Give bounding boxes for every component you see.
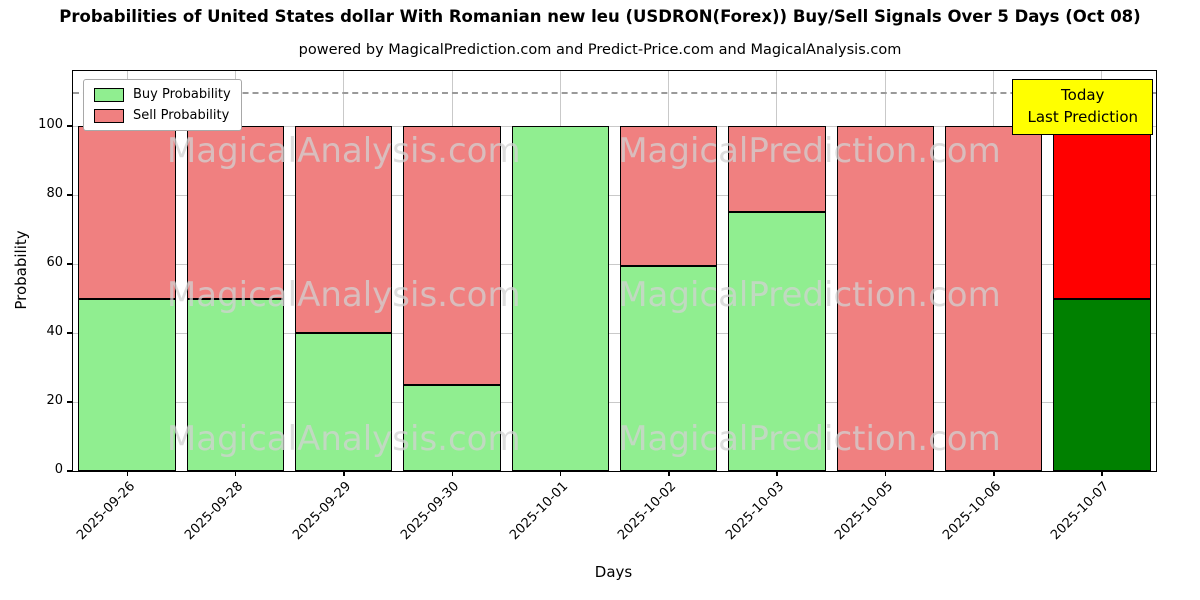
x-tick-text: 2025-10-06 <box>940 479 1005 544</box>
chart-title: Probabilities of United States dollar Wi… <box>59 7 1141 26</box>
sell-bar-segment <box>619 126 718 266</box>
sell-bar-segment <box>403 126 501 385</box>
chart-subtitle: powered by MagicalPrediction.com and Pre… <box>298 42 902 58</box>
y-tick-mark <box>67 401 72 403</box>
sell-bar-segment <box>944 126 1043 471</box>
buy-bar-segment <box>78 298 176 471</box>
buy-bar-segment <box>619 265 718 471</box>
x-tick-mark <box>451 471 454 476</box>
h-gridline <box>73 333 1156 335</box>
sell-bar-segment <box>728 126 826 213</box>
legend-label: Sell Probability <box>133 108 230 123</box>
buy-bar-segment <box>1053 298 1151 471</box>
x-tick-mark <box>884 471 887 476</box>
sell-bar-segment <box>836 126 934 471</box>
x-tick-mark <box>559 471 562 476</box>
today-annotation: Today Last Prediction <box>1012 79 1153 135</box>
x-tick-text: 2025-09-26 <box>73 479 138 544</box>
h-gridline <box>73 195 1156 197</box>
legend: Buy Probability Sell Probability <box>83 79 242 131</box>
y-tick-label: 0 <box>54 462 63 477</box>
x-tick-text: 2025-09-29 <box>290 479 355 544</box>
plot-area: MagicalAnalysis.com MagicalPrediction.com… <box>38 70 1157 543</box>
threshold-dashed-line <box>73 91 1156 94</box>
sell-legend-swatch <box>94 108 124 123</box>
y-tick-label: 40 <box>46 324 63 340</box>
sell-bar-segment <box>186 126 285 299</box>
h-gridline <box>73 126 1156 128</box>
y-tick-mark <box>67 194 72 196</box>
y-tick-mark <box>67 470 72 472</box>
y-tick-label: 80 <box>46 186 63 202</box>
x-tick-text: 2025-10-03 <box>723 479 788 544</box>
x-tick-mark <box>776 471 778 476</box>
y-tick-mark <box>67 332 72 334</box>
buy-bar-segment <box>511 126 610 471</box>
h-gridline <box>73 264 1156 266</box>
sell-bar-segment <box>1053 126 1151 299</box>
legend-row: Sell Probability <box>94 108 231 123</box>
sell-bar-segment <box>295 126 393 334</box>
annotation-line: Today <box>1061 86 1105 104</box>
sell-bar-segment <box>78 126 176 299</box>
legend-label: Buy Probability <box>133 87 231 102</box>
x-tick-text: 2025-10-01 <box>506 479 571 544</box>
y-tick-label: 60 <box>46 255 63 271</box>
x-tick-mark <box>1101 471 1103 476</box>
x-tick-mark <box>234 471 237 476</box>
buy-bar-segment <box>186 298 285 471</box>
y-tick-label: 20 <box>46 393 63 409</box>
x-tick-mark <box>126 471 129 476</box>
buy-legend-swatch <box>94 87 124 102</box>
y-tick-mark <box>67 263 72 265</box>
annotation-line: Last Prediction <box>1027 107 1138 126</box>
buy-bar-segment <box>295 333 393 471</box>
legend-row: Buy Probability <box>94 87 231 102</box>
x-tick-text: 2025-10-05 <box>831 479 896 544</box>
x-tick-text: 2025-09-30 <box>398 479 463 544</box>
x-tick-mark <box>993 471 995 476</box>
x-axis-label: Days <box>594 563 633 581</box>
y-tick-mark <box>67 125 72 127</box>
buy-bar-segment <box>728 212 826 471</box>
x-tick-text: 2025-09-28 <box>182 479 247 544</box>
x-tick-mark <box>343 471 345 476</box>
x-tick-text: 2025-10-02 <box>615 479 680 544</box>
h-gridline <box>73 402 1156 404</box>
x-tick-text: 2025-10-07 <box>1048 479 1113 544</box>
y-tick-label: 100 <box>38 117 63 133</box>
x-tick-mark <box>668 471 670 476</box>
buy-bar-segment <box>403 384 501 471</box>
